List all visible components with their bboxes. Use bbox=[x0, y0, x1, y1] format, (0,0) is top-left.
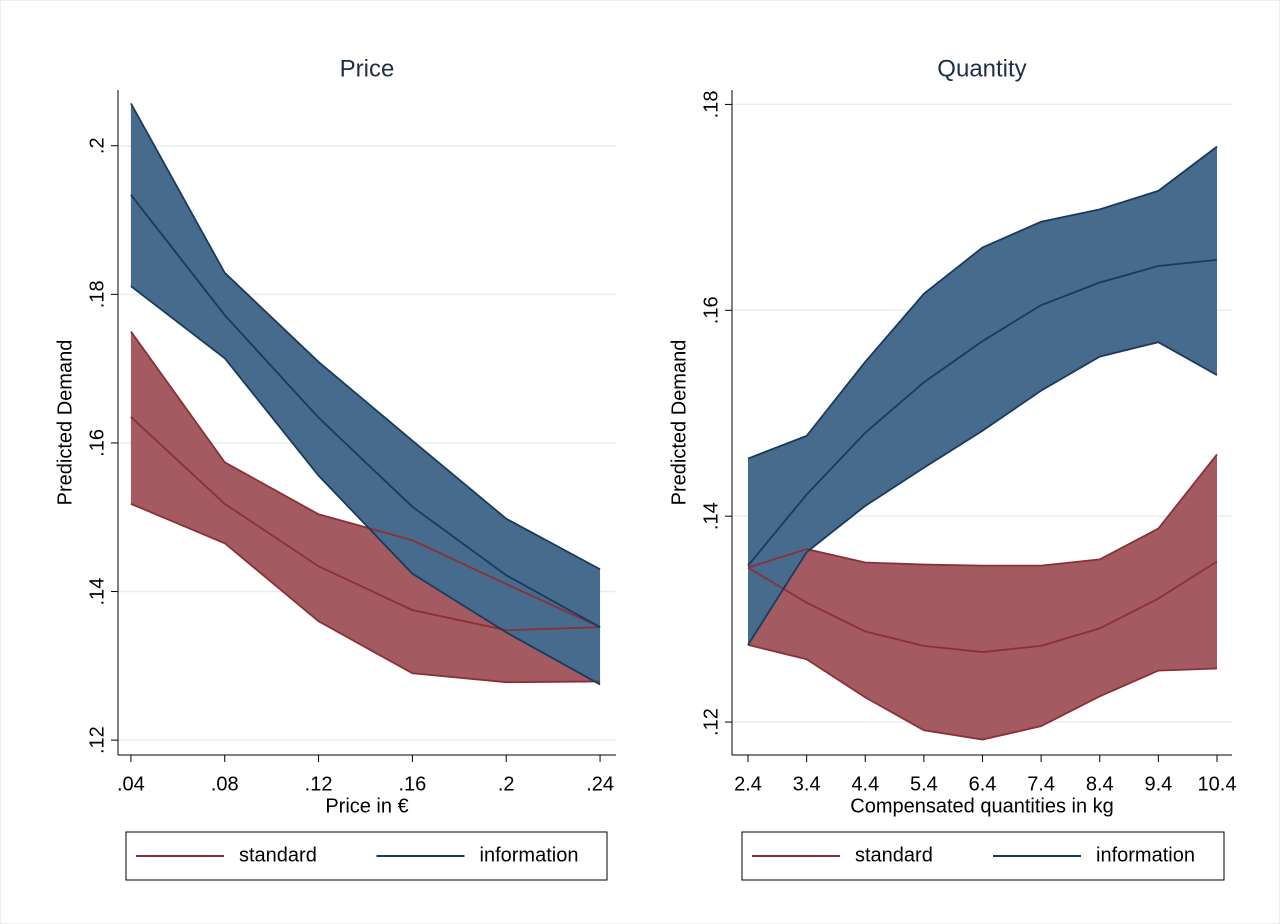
band-edge bbox=[130, 503, 601, 684]
band-edge bbox=[130, 285, 601, 686]
x-axis-label: Price in € bbox=[325, 795, 408, 817]
y-axis-label: Predicted Demand bbox=[54, 340, 76, 506]
x-tick-label: .16 bbox=[398, 773, 426, 795]
legend-label: information bbox=[480, 844, 579, 866]
x-tick-label: 6.4 bbox=[969, 773, 997, 795]
band-edge bbox=[130, 330, 601, 629]
y-tick-label: .18 bbox=[86, 280, 108, 308]
legend-label: standard bbox=[855, 844, 933, 866]
confidence-band bbox=[748, 454, 1217, 740]
mean-line bbox=[130, 194, 601, 628]
x-tick-label: .04 bbox=[117, 773, 145, 795]
y-tick-label: .2 bbox=[86, 137, 108, 154]
x-tick-label: 8.4 bbox=[1086, 773, 1114, 795]
x-tick-label: 2.4 bbox=[734, 773, 762, 795]
y-tick-label: .14 bbox=[86, 578, 108, 606]
y-tick-label: .12 bbox=[700, 708, 722, 736]
y-tick-label: .18 bbox=[700, 91, 722, 119]
x-tick-label: 5.4 bbox=[910, 773, 938, 795]
x-axis-label: Compensated quantities in kg bbox=[850, 795, 1114, 817]
legend-label: standard bbox=[239, 844, 317, 866]
x-tick-label: .08 bbox=[211, 773, 239, 795]
mean-line bbox=[747, 560, 1218, 653]
x-tick-label: 7.4 bbox=[1027, 773, 1055, 795]
band-edge bbox=[747, 145, 1218, 460]
x-tick-label: .2 bbox=[498, 773, 515, 795]
x-tick-label: 4.4 bbox=[851, 773, 879, 795]
y-axis-label: Predicted Demand bbox=[668, 340, 690, 506]
band-edge bbox=[130, 102, 601, 571]
band-edge bbox=[747, 643, 1218, 741]
confidence-band bbox=[748, 146, 1217, 645]
mean-line bbox=[130, 416, 601, 632]
x-tick-label: 9.4 bbox=[1144, 773, 1172, 795]
chart-title: Quantity bbox=[937, 55, 1026, 82]
x-tick-label: .24 bbox=[586, 773, 614, 795]
y-tick-label: .14 bbox=[700, 502, 722, 530]
confidence-band bbox=[130, 103, 601, 685]
legend-label: information bbox=[1096, 844, 1195, 866]
mean-line bbox=[747, 258, 1218, 567]
y-tick-label: .16 bbox=[700, 296, 722, 324]
y-tick-label: .16 bbox=[86, 429, 108, 457]
band-edge bbox=[747, 453, 1218, 569]
y-tick-label: .12 bbox=[86, 726, 108, 754]
band-edge bbox=[747, 341, 1218, 646]
x-tick-label: .12 bbox=[305, 773, 333, 795]
x-tick-label: 3.4 bbox=[793, 773, 821, 795]
chart-title: Price bbox=[340, 55, 395, 82]
x-tick-label: 10.4 bbox=[1198, 773, 1237, 795]
